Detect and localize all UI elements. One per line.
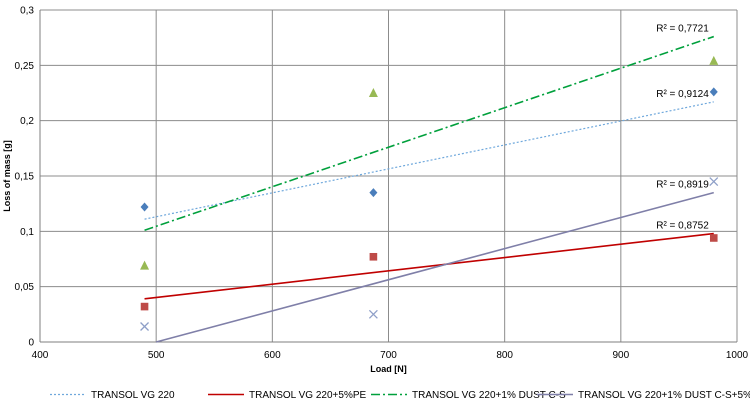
r2-label: R² = 0,8752 (656, 221, 709, 232)
trend-line (155, 191, 714, 343)
legend-label: TRANSOL VG 220+1% DUST C-S+5% PE (578, 390, 750, 401)
y-tick-label: 0,1 (20, 227, 34, 238)
x-tick-label: 800 (496, 350, 513, 361)
y-tick-label: 0 (28, 338, 34, 349)
r2-label: R² = 0,8919 (656, 180, 709, 191)
trend-line (144, 101, 714, 220)
x-marker (709, 177, 719, 186)
r2-label: R² = 0,7721 (656, 24, 709, 35)
trend-line (144, 35, 715, 231)
triangle-marker (368, 88, 378, 97)
trend-lines (144, 35, 715, 343)
y-tick-label: 0,05 (15, 282, 35, 293)
square-marker (140, 302, 149, 311)
x-marker-stroke (709, 177, 719, 186)
legend-label: TRANSOL VG 220+5%PE (249, 390, 367, 401)
y-tick-label: 0,25 (15, 61, 35, 72)
square-marker (709, 234, 718, 242)
diamond-marker (369, 188, 378, 198)
r2-label: R² = 0,9124 (656, 89, 709, 100)
y-axis-label: Loss of mass [g] (2, 140, 12, 212)
y-tick-label: 0,3 (20, 6, 34, 17)
legend-label: TRANSOL VG 220 (91, 390, 175, 401)
x-marker (140, 322, 150, 331)
square-marker (369, 252, 378, 261)
legend: TRANSOL VG 220 TRANSOL VG 220+5%PE TRANSOL… (50, 390, 750, 401)
y-tick-label: 0,15 (15, 172, 35, 183)
x-tick-label: 900 (612, 350, 629, 361)
diamond-marker (709, 87, 718, 97)
data-points (140, 55, 719, 331)
triangle-marker (709, 55, 719, 65)
legend-label: TRANSOL VG 220+1% DUST C-S (412, 390, 566, 401)
x-marker-stroke (368, 309, 378, 319)
tick-labels: 0 0,05 0,1 0,15 0,2 0,25 0,3 400 500 600 700 800 900… (15, 6, 749, 362)
diamond-marker (140, 202, 149, 212)
r2-labels: R² = 0,9124 R² = 0,8752 R² = 0,7721 R² = 0,… (656, 24, 709, 232)
x-tick-label: 600 (264, 350, 281, 361)
y-tick-label: 0,2 (20, 116, 34, 127)
x-axis-label: Load [N] (370, 364, 407, 374)
x-tick-label: 700 (380, 350, 397, 361)
x-tick-label: 400 (32, 350, 49, 361)
triangle-marker (140, 260, 150, 270)
trend-line (144, 232, 714, 300)
grid (40, 9, 738, 342)
x-tick-label: 1000 (726, 350, 749, 361)
x-marker-stroke (140, 322, 150, 331)
x-marker (368, 309, 378, 319)
x-tick-label: 500 (148, 350, 165, 361)
